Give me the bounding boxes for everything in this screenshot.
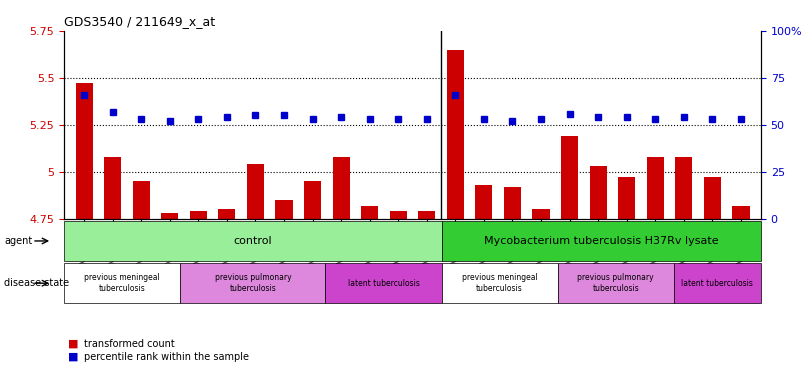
Bar (219, 210, 235, 219)
Bar (646, 157, 664, 219)
Bar (133, 181, 150, 219)
FancyBboxPatch shape (64, 263, 180, 303)
Text: transformed count: transformed count (84, 339, 175, 349)
Bar (161, 213, 179, 219)
Bar (389, 211, 407, 219)
Text: Mycobacterium tuberculosis H37Rv lysate: Mycobacterium tuberculosis H37Rv lysate (484, 236, 718, 246)
FancyBboxPatch shape (64, 221, 441, 261)
Text: GDS3540 / 211649_x_at: GDS3540 / 211649_x_at (64, 15, 215, 28)
Text: previous meningeal
tuberculosis: previous meningeal tuberculosis (84, 273, 160, 293)
Text: disease state: disease state (4, 278, 69, 288)
FancyBboxPatch shape (441, 263, 557, 303)
Text: percentile rank within the sample: percentile rank within the sample (84, 352, 249, 362)
Text: control: control (234, 236, 272, 246)
FancyBboxPatch shape (441, 221, 761, 261)
FancyBboxPatch shape (557, 263, 674, 303)
FancyBboxPatch shape (674, 263, 761, 303)
Text: latent tuberculosis: latent tuberculosis (682, 279, 753, 288)
Bar (332, 157, 350, 219)
Bar (418, 211, 436, 219)
Bar (590, 166, 606, 219)
Bar (533, 210, 549, 219)
Bar (276, 200, 292, 219)
Bar (104, 157, 121, 219)
Text: ■: ■ (68, 352, 78, 362)
Bar (675, 157, 692, 219)
FancyBboxPatch shape (325, 263, 441, 303)
Text: latent tuberculosis: latent tuberculosis (348, 279, 420, 288)
Bar (247, 164, 264, 219)
Bar (190, 211, 207, 219)
Bar (561, 136, 578, 219)
Text: previous pulmonary
tuberculosis: previous pulmonary tuberculosis (215, 273, 291, 293)
Text: previous pulmonary
tuberculosis: previous pulmonary tuberculosis (578, 273, 654, 293)
Bar (618, 177, 635, 219)
Bar (361, 206, 378, 219)
Bar (732, 206, 750, 219)
Bar (475, 185, 493, 219)
Text: ■: ■ (68, 339, 78, 349)
Bar (704, 177, 721, 219)
Text: previous meningeal
tuberculosis: previous meningeal tuberculosis (461, 273, 537, 293)
Bar (75, 83, 93, 219)
Bar (304, 181, 321, 219)
Bar (447, 50, 464, 219)
Bar (504, 187, 521, 219)
FancyBboxPatch shape (180, 263, 325, 303)
Text: agent: agent (4, 236, 32, 246)
